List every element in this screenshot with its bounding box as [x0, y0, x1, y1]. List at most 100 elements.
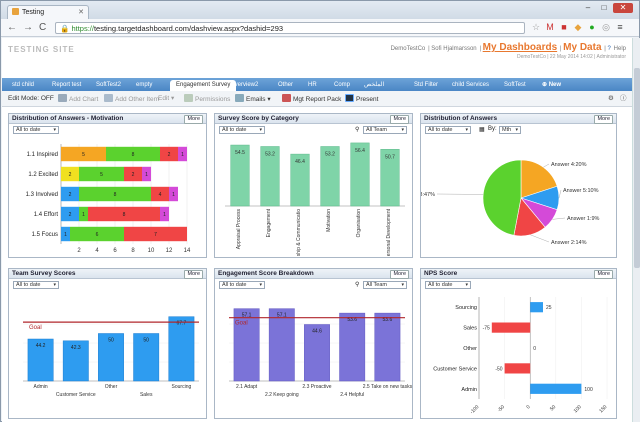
tab-4[interactable]: Engagement Survey	[170, 80, 237, 91]
tab-10[interactable]: Std Filter	[414, 82, 439, 88]
chart-team-scores: 44.2 Admin 42.3 Customer Service 50 Other 50 Sa…	[23, 316, 199, 398]
category-label: Appraisal Process	[236, 209, 242, 250]
bar-segment	[142, 166, 151, 182]
present-button[interactable]: Present	[345, 94, 378, 105]
date-filter[interactable]: All to date	[219, 126, 265, 134]
my-dashboards-link[interactable]: My Dashboards	[482, 42, 558, 53]
date-filter[interactable]: All to date	[425, 281, 471, 289]
leader-line	[558, 189, 562, 199]
bar-segment	[79, 206, 88, 222]
back-icon[interactable]: ←	[7, 22, 17, 33]
mgt-report-button[interactable]: Mgt Report Pack	[282, 94, 341, 105]
team-filter[interactable]: All Team	[363, 126, 407, 134]
permissions-button[interactable]: Permissions	[184, 94, 230, 105]
gmail-icon[interactable]: M	[546, 22, 554, 32]
bar-segment	[79, 166, 124, 182]
tab-3[interactable]: empty	[136, 82, 153, 88]
user-company[interactable]: DemoTestCo	[390, 46, 426, 52]
add-chart-button[interactable]: Add Chart	[58, 94, 98, 105]
scrollbar-thumb[interactable]	[634, 68, 640, 268]
category-label: Sourcing	[455, 305, 477, 311]
user-name[interactable]: Sofi Hjalmarsson	[431, 46, 477, 52]
tab-6[interactable]: Other	[278, 82, 294, 88]
my-data-link[interactable]: My Data	[563, 42, 602, 53]
help-link[interactable]: Help	[613, 46, 626, 52]
page-scrollbar[interactable]	[632, 38, 640, 422]
category-label: 2.2 Keep going	[265, 392, 299, 398]
tab-9[interactable]: الملخص	[364, 82, 385, 88]
extension3-icon[interactable]: ●	[589, 22, 595, 32]
more-button[interactable]: More	[390, 270, 409, 279]
tab-8[interactable]: Comp	[334, 82, 351, 88]
team-filter[interactable]: All Team	[363, 281, 407, 289]
segment-label: 2	[69, 172, 72, 178]
tab-0[interactable]: std child	[12, 82, 35, 88]
header-subline: DemoTestCo | 22 May 2014 14:02 | Adminis…	[516, 54, 626, 60]
panel-distribution: Distribution of Answers More All to date …	[420, 113, 617, 258]
more-button[interactable]: More	[594, 115, 613, 124]
extension-icon[interactable]: ■	[561, 22, 567, 32]
star-icon[interactable]: ☆	[531, 22, 541, 32]
close-tab-icon[interactable]: ✕	[78, 9, 84, 16]
segment-label: 6	[96, 232, 99, 238]
emails-button[interactable]: Emails ▾	[235, 94, 271, 105]
more-button[interactable]: More	[184, 115, 203, 124]
bar	[230, 144, 250, 207]
data-label: 0	[533, 346, 536, 352]
address-bar-row: ← → C 🔒 https://testing.targetdashboard.…	[1, 19, 639, 37]
bar	[133, 333, 160, 382]
more-button[interactable]: More	[390, 115, 409, 124]
new-tab-button[interactable]: ⊕ New	[542, 82, 562, 88]
chart-icon	[58, 94, 67, 102]
tab-5[interactable]: Overview2	[230, 82, 259, 88]
bar-segment	[61, 186, 79, 202]
tab-1[interactable]: Report test	[52, 82, 82, 88]
browser-tab[interactable]: Testing ✕	[7, 5, 89, 19]
tab-7[interactable]: HR	[308, 82, 317, 88]
forward-icon[interactable]: →	[23, 22, 33, 33]
category-label: 2.3 Proactive	[302, 384, 331, 390]
info-icon[interactable]: ⓘ	[620, 95, 627, 102]
help-icon[interactable]: ?	[607, 46, 611, 52]
menu-icon[interactable]: ≡	[617, 22, 623, 32]
extension2-icon[interactable]: ◆	[574, 22, 582, 32]
reload-icon[interactable]: C	[39, 22, 47, 33]
close-window-icon[interactable]: ✕	[613, 3, 633, 13]
title-bar: Testing ✕ – □ ✕	[1, 1, 639, 19]
tab-2[interactable]: SoftTest2	[96, 82, 122, 88]
tab-12[interactable]: SoftTest	[504, 82, 526, 88]
segment-label: 1	[172, 192, 175, 198]
panel-title: NPS Score	[424, 270, 458, 277]
data-label: 50	[143, 338, 149, 344]
extension4-icon[interactable]: ◎	[602, 22, 610, 32]
edit-mode-label[interactable]: Edit Mode: OFF	[8, 95, 54, 102]
date-filter[interactable]: All to date	[13, 126, 59, 134]
gear-icon[interactable]: ⚙	[608, 95, 614, 102]
date-filter[interactable]: All to date	[425, 126, 471, 134]
data-label: 53.6	[347, 317, 357, 323]
tick-label: 50	[549, 404, 557, 412]
date-filter[interactable]: All to date	[219, 281, 265, 289]
tab-11[interactable]: child Services	[452, 82, 490, 88]
more-button[interactable]: More	[184, 270, 203, 279]
filter-icon: ⚲	[355, 282, 360, 288]
panel-title: Distribution of Answers - Motivation	[12, 115, 124, 122]
data-label: 100	[584, 387, 593, 393]
maximize-icon[interactable]: □	[601, 3, 607, 12]
url-input[interactable]: 🔒 https://testing.targetdashboard.com/da…	[55, 22, 525, 34]
date-filter[interactable]: All to date	[13, 281, 59, 289]
filter-icon: ⚲	[355, 127, 360, 133]
bar-segment	[160, 206, 169, 222]
minimize-icon[interactable]: –	[585, 3, 591, 12]
site-header: TESTING SITE DemoTestCo | Sofi Hjalmarss…	[2, 38, 632, 78]
bar	[304, 324, 330, 382]
more-button[interactable]: More	[594, 270, 613, 279]
period-select[interactable]: Mth	[499, 126, 521, 134]
edit-button[interactable]: Edit ▾	[158, 95, 175, 102]
segment-label: 2	[132, 172, 135, 178]
panel-survey-category: Survey Score by Category More All to date…	[214, 113, 413, 258]
category-label: Other	[105, 384, 118, 390]
add-other-item-button[interactable]: Add Other Item	[104, 94, 159, 105]
category-label: 1.4 Effort	[34, 212, 59, 218]
chart-nps: -100 -50 0 50 100 150 Sourcing 25 Sales -75 Other 0…	[433, 297, 609, 415]
